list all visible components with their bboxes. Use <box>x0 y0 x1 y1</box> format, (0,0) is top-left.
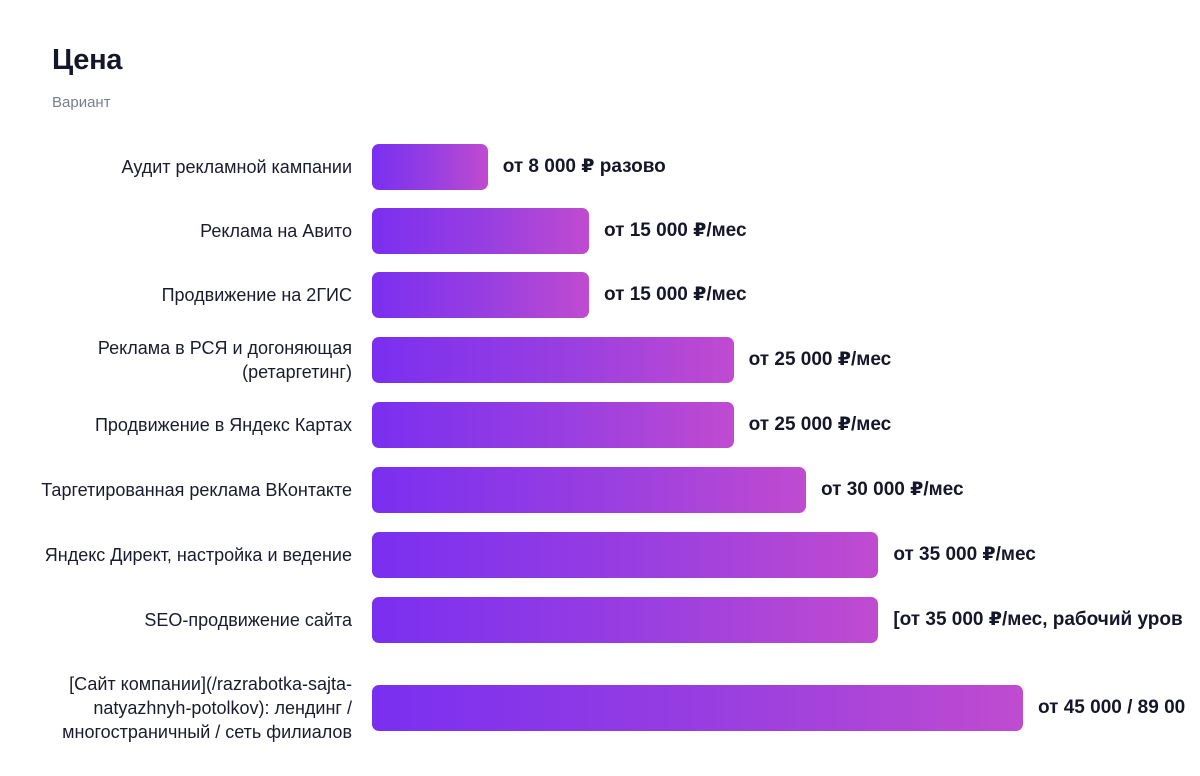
value-label: от 8 000 ₽ разово <box>502 156 666 177</box>
bar <box>372 337 734 383</box>
value-label: от 15 000 ₽/мес <box>604 220 747 241</box>
chart-title: Цена <box>52 44 123 76</box>
bar <box>372 685 1023 731</box>
category-label: SEO-продвижение сайта <box>144 610 352 630</box>
bar <box>372 402 734 448</box>
category-label: Аудит рекламной кампании <box>121 157 352 177</box>
bar <box>372 144 488 190</box>
value-label: от 15 000 ₽/мес <box>604 284 747 305</box>
value-label: от 25 000 ₽/мес <box>748 414 892 435</box>
value-label: от 45 000 / 89 00 <box>1038 697 1186 718</box>
category-label: Реклама в РСЯ и догоняющая (ретаргетинг) <box>97 338 352 382</box>
category-label: Продвижение в Яндекс Картах <box>94 415 352 435</box>
value-label: [от 35 000 ₽/мес, рабочий уров <box>893 609 1183 630</box>
bar <box>372 532 879 578</box>
category-label: Продвижение на 2ГИС <box>161 285 352 305</box>
value-label: от 35 000 ₽/мес <box>893 544 1036 565</box>
category-label: Реклама на Авито <box>200 221 352 241</box>
chart-subtitle: Вариант <box>52 94 111 111</box>
category-label: [Сайт компании](/razrabotka-sajta-natyaz… <box>62 674 352 742</box>
category-label: Яндекс Директ, настройка и ведение <box>44 545 352 565</box>
category-label: Таргетированная реклама ВКонтакте <box>41 480 352 500</box>
bar <box>372 272 589 318</box>
bar <box>372 467 806 513</box>
bar <box>372 208 589 254</box>
bar <box>372 597 879 643</box>
value-label: от 30 000 ₽/мес <box>821 479 964 500</box>
value-label: от 25 000 ₽/мес <box>748 349 892 370</box>
